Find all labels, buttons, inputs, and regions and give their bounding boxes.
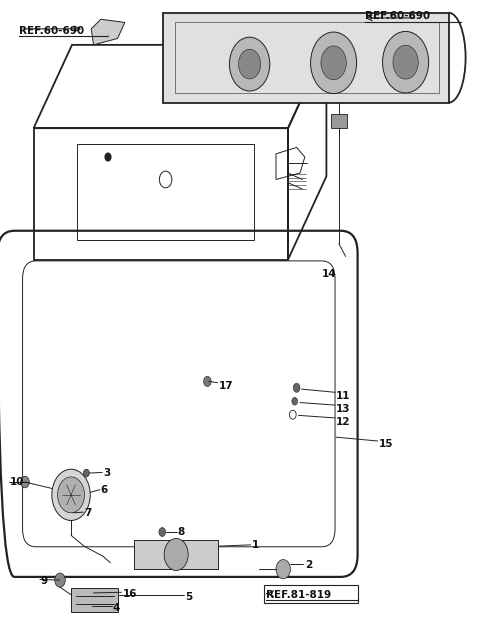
- Circle shape: [229, 37, 270, 91]
- Circle shape: [383, 31, 429, 93]
- Circle shape: [105, 153, 111, 161]
- Text: 11: 11: [336, 391, 350, 401]
- Circle shape: [52, 469, 90, 520]
- Text: 13: 13: [336, 404, 350, 414]
- Text: 7: 7: [84, 508, 91, 518]
- Circle shape: [55, 573, 65, 587]
- Text: 10: 10: [10, 477, 24, 487]
- Text: 17: 17: [218, 381, 233, 391]
- Circle shape: [292, 397, 298, 405]
- Text: 12: 12: [336, 417, 350, 427]
- Text: 2: 2: [305, 560, 312, 570]
- Circle shape: [321, 46, 346, 79]
- Text: 14: 14: [322, 269, 336, 279]
- Circle shape: [311, 32, 357, 94]
- Text: REF.81-819: REF.81-819: [266, 590, 332, 600]
- Text: REF.60-690: REF.60-690: [19, 26, 84, 36]
- Circle shape: [239, 49, 261, 79]
- Text: 6: 6: [101, 485, 108, 495]
- Circle shape: [21, 476, 29, 488]
- Circle shape: [159, 528, 166, 537]
- Text: 15: 15: [379, 438, 394, 449]
- Polygon shape: [71, 588, 118, 612]
- Circle shape: [58, 477, 84, 513]
- Bar: [331, 114, 347, 128]
- Text: 8: 8: [178, 527, 185, 537]
- Circle shape: [164, 538, 188, 570]
- Text: 4: 4: [113, 603, 120, 613]
- Circle shape: [393, 46, 418, 79]
- Circle shape: [204, 376, 211, 387]
- Polygon shape: [134, 540, 218, 569]
- Polygon shape: [91, 19, 125, 45]
- Text: REF.60-690: REF.60-690: [365, 11, 430, 21]
- Polygon shape: [163, 13, 449, 103]
- Text: 3: 3: [103, 468, 110, 478]
- Text: 16: 16: [122, 589, 137, 599]
- Text: 5: 5: [185, 592, 192, 603]
- Circle shape: [84, 469, 89, 477]
- Text: 1: 1: [252, 540, 259, 550]
- Circle shape: [276, 560, 290, 579]
- Text: 9: 9: [41, 576, 48, 587]
- Circle shape: [293, 383, 300, 392]
